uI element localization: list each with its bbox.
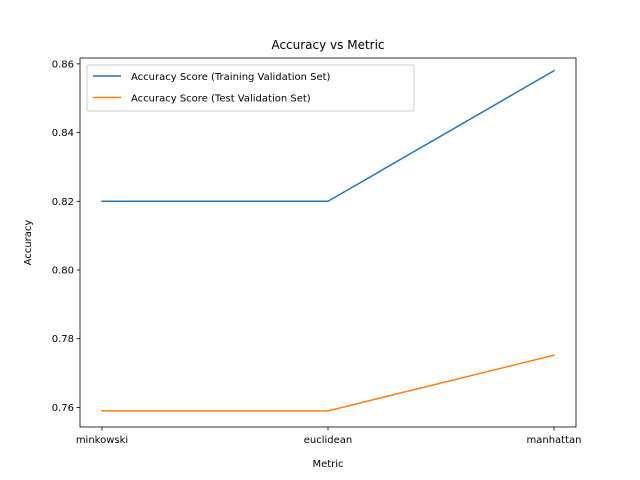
x-tick-label: minkowski: [76, 435, 128, 446]
series-line-1: [101, 69, 556, 203]
y-tick-label: 0.82: [52, 197, 74, 208]
legend-label: Accuracy Score (Test Validation Set): [131, 94, 311, 105]
y-axis: 0.76 0.78 0.80 0.82 0.84 0.86: [52, 59, 80, 414]
legend-box: [86, 64, 415, 112]
x-tick-label: manhattan: [527, 435, 582, 446]
x-axis-label: Metric: [312, 459, 343, 470]
legend-label: Accuracy Score (Training Validation Set): [131, 72, 331, 83]
y-tick-label: 0.86: [52, 59, 74, 70]
series-line-2: [101, 354, 555, 412]
x-axis: minkowski euclidean manhattan: [76, 427, 582, 446]
y-tick-label: 0.80: [52, 265, 74, 276]
y-tick-label: 0.78: [52, 334, 74, 345]
y-tick-label: 0.76: [52, 403, 74, 414]
plot-area: [79, 57, 577, 428]
legend: Accuracy Score (Training Validation Set)…: [86, 64, 415, 112]
x-tick-label: euclidean: [304, 435, 353, 446]
series-group: [101, 69, 556, 412]
y-axis-label: Accuracy: [23, 220, 34, 266]
y-tick-label: 0.84: [52, 128, 74, 139]
chart-title: Accuracy vs Metric: [271, 38, 384, 52]
